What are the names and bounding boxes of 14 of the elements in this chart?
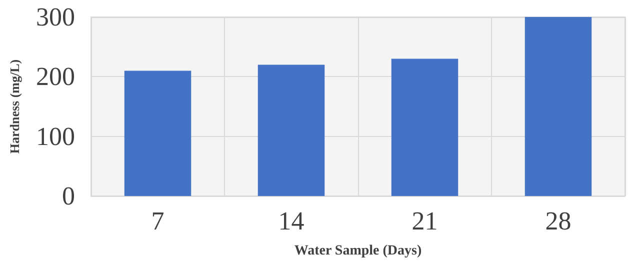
- x-axis-title: Water Sample (Days): [294, 244, 422, 258]
- y-tick-label: 0: [62, 182, 75, 210]
- y-tick-label: 300: [36, 2, 75, 32]
- bar: [258, 64, 325, 196]
- bar: [124, 70, 192, 196]
- y-tick-label: 200: [36, 62, 75, 92]
- x-tick-label: 14: [278, 206, 304, 236]
- y-axis-title: Hardness (mg/L): [7, 59, 22, 154]
- x-tick-label: 28: [545, 206, 572, 236]
- bar: [524, 17, 592, 196]
- bar: [391, 58, 458, 196]
- x-tick-label: 7: [151, 206, 164, 236]
- x-tick-label: 21: [412, 206, 438, 236]
- y-tick-label: 100: [36, 122, 75, 151]
